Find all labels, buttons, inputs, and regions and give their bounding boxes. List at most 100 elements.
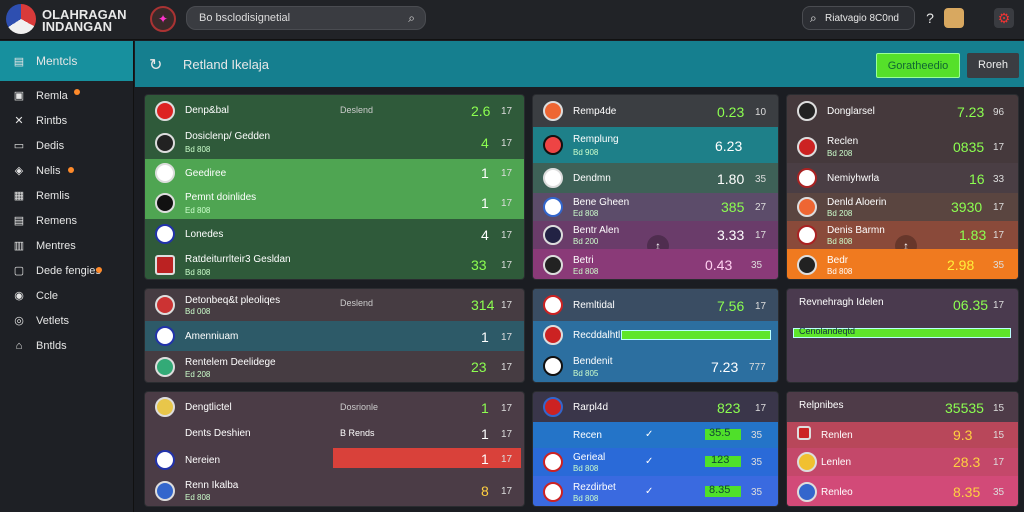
sidebar-item-dede-fengies[interactable]: ▢ Dede fengies bbox=[0, 258, 133, 283]
team-sub: Ed 808 bbox=[573, 267, 599, 276]
settings-icon[interactable]: ⚙ bbox=[994, 8, 1014, 28]
help-icon[interactable]: ? bbox=[926, 10, 934, 26]
team-crest-icon bbox=[155, 163, 175, 183]
score: 3.33 bbox=[717, 227, 745, 243]
sidebar-item-remens[interactable]: ▤ Remens bbox=[0, 208, 133, 233]
team-name: Renn Ikalba bbox=[185, 480, 239, 491]
club-badge-icon[interactable]: ✦ bbox=[150, 6, 176, 32]
team-crest-icon bbox=[543, 135, 563, 155]
score: 8.35 bbox=[953, 484, 981, 500]
team-sub: Bd 208 bbox=[827, 209, 853, 218]
primary-action-button[interactable]: Goratheedio bbox=[876, 53, 960, 78]
table-row[interactable]: Bendenit Bd 805 7.23 777 bbox=[533, 349, 778, 382]
table-row[interactable]: Pemnt doinlides Ed 808 1 17 bbox=[145, 187, 524, 219]
table-row[interactable]: Amenniuam 1 17 bbox=[145, 321, 524, 351]
table-row[interactable]: Nemiyhwrla 16 33 bbox=[787, 163, 1018, 193]
team-sub: Bd 808 bbox=[185, 145, 211, 154]
team-name: Lonedes bbox=[185, 229, 224, 240]
team-crest-icon bbox=[797, 137, 817, 157]
refresh-icon[interactable]: ↻ bbox=[149, 57, 163, 74]
value-chip bbox=[705, 486, 741, 497]
table-row[interactable]: Nereien 1 17 bbox=[145, 446, 524, 474]
match-panel-2: Remp4de 0.23 10 Remplung Bd 908 6.23 Den… bbox=[532, 94, 779, 280]
score: 7.56 bbox=[717, 298, 745, 314]
sidebar-item-vetlets[interactable]: ◎ Vetlets bbox=[0, 308, 133, 333]
match-count: 17 bbox=[501, 403, 513, 414]
team-name: Renlen bbox=[821, 430, 853, 441]
tools-icon: ✕ bbox=[14, 115, 24, 127]
table-row[interactable]: Bene Gheen Ed 808 385 27 bbox=[533, 193, 778, 221]
table-row[interactable]: Denp&bal Deslend 2.6 17 bbox=[145, 95, 524, 125]
search-input[interactable]: Bo bsclodisignetial ⌕ bbox=[186, 6, 426, 30]
table-row[interactable]: Betri Ed 808 0.43 35 bbox=[533, 249, 778, 279]
image-icon: ▭ bbox=[13, 140, 25, 152]
team-name: Rarpl4d bbox=[573, 402, 609, 413]
table-row[interactable]: Remplung Bd 908 6.23 bbox=[533, 127, 778, 163]
score: 33 bbox=[471, 257, 487, 273]
match-count: 17 bbox=[501, 429, 513, 440]
sidebar-item-bntlds[interactable]: ⌂ Bntlds bbox=[0, 333, 133, 358]
sidebar-item-mentcls[interactable]: ▤ Mentcls bbox=[0, 41, 133, 81]
table-row[interactable]: Rezdirbet Bd 808 ✓ 8.35 35 bbox=[533, 476, 778, 506]
match-count: 17 bbox=[501, 230, 513, 241]
table-row[interactable]: Renleo 8.35 35 bbox=[787, 476, 1018, 506]
app-logo[interactable] bbox=[6, 4, 36, 34]
table-row[interactable]: Recen ✓ 35.5 35 bbox=[533, 422, 778, 448]
table-row[interactable]: Donglarsel 7.23 96 bbox=[787, 95, 1018, 129]
sidebar-item-remlis[interactable]: ▦ Remlis bbox=[0, 183, 133, 208]
table-row[interactable]: Rentelem Deelidege Ed 208 23 17 bbox=[145, 351, 524, 382]
user-avatar[interactable] bbox=[944, 8, 964, 28]
table-row[interactable]: Denis Barmn Bd 808 ↕ 1.83 17 bbox=[787, 221, 1018, 257]
table-row[interactable]: Recddalhtl bbox=[533, 321, 778, 349]
sidebar-item-nelis[interactable]: ◈ Nelis bbox=[0, 158, 133, 183]
table-row[interactable]: Geediree 1 17 bbox=[145, 159, 524, 187]
table-row[interactable]: Dents Deshien B Rends 1 17 bbox=[145, 422, 524, 446]
table-row[interactable]: Gerieal Bd 808 ✓ 123 35 bbox=[533, 448, 778, 476]
table-row[interactable]: Bentr Alen Bd 200 ↕ 3.33 17 bbox=[533, 221, 778, 257]
secondary-action-button[interactable]: Roreh bbox=[967, 53, 1019, 78]
match-panel-5: Remltidal 7.56 17 Recddalhtl Bendenit Bd… bbox=[532, 288, 779, 383]
secondary-search-input[interactable]: ⌕ Riatvagio 8C0nd bbox=[802, 6, 915, 30]
progress-bar bbox=[621, 330, 771, 340]
team-crest-icon bbox=[155, 481, 175, 501]
sidebar-item-rintbs[interactable]: ✕ Rintbs bbox=[0, 108, 133, 133]
table-row[interactable]: Remp4de 0.23 10 bbox=[533, 95, 778, 127]
sidebar-item-mentres[interactable]: ▥ Mentres bbox=[0, 233, 133, 258]
table-row[interactable]: Relpnibes 35535 15 bbox=[787, 392, 1018, 422]
search-icon[interactable]: ⌕ bbox=[408, 11, 415, 25]
table-row[interactable]: Denld Aloerin Bd 208 3930 17 bbox=[787, 193, 1018, 221]
match-count: 35 bbox=[993, 260, 1005, 271]
sidebar-item-dedis[interactable]: ▭ Dedis bbox=[0, 133, 133, 158]
table-row[interactable]: Dosiclenp/ Gedden Bd 808 4 17 bbox=[145, 125, 524, 159]
table-row[interactable]: Remltidal 7.56 17 bbox=[533, 289, 778, 321]
team-name: Denld Aloerin bbox=[827, 197, 887, 208]
table-row[interactable]: Lonedes 4 17 bbox=[145, 219, 524, 249]
team-sub: Bd 808 bbox=[185, 268, 211, 277]
match-count: 17 bbox=[755, 403, 767, 414]
score: 9.3 bbox=[953, 427, 973, 443]
team-name: Reclen bbox=[827, 136, 859, 147]
table-row[interactable]: Ratdeiturrlteir3 Gesldan Bd 808 33 17 bbox=[145, 249, 524, 279]
score: 0835 bbox=[953, 139, 985, 155]
score: 385 bbox=[721, 199, 745, 215]
table-row[interactable]: Dendmn 1.80 35 bbox=[533, 163, 778, 193]
table-row[interactable]: Dengtlictel Dosrionle 1 17 bbox=[145, 392, 524, 422]
sidebar-item-ccle[interactable]: ◉ Ccle bbox=[0, 283, 133, 308]
table-row[interactable]: Detonbeq&t pleoliqes Bd 008 Deslend 314 … bbox=[145, 289, 524, 321]
table-row[interactable]: Renlen 9.3 15 bbox=[787, 422, 1018, 448]
sidebar-item-remla[interactable]: ▣ Remla bbox=[0, 83, 133, 108]
table-row[interactable]: Renn Ikalba Ed 808 8 17 bbox=[145, 474, 524, 506]
team-name: Dendmn bbox=[573, 173, 611, 184]
team-crest-icon bbox=[155, 101, 175, 121]
table-row[interactable]: Reclen Bd 208 0835 17 bbox=[787, 129, 1018, 163]
table-row[interactable]: Revnehragh Idelen 06.35 17 bbox=[787, 289, 1018, 319]
table-row[interactable]: Rarpl4d 823 17 bbox=[533, 392, 778, 422]
table-row[interactable]: Lenlen 28.3 17 bbox=[787, 448, 1018, 476]
table-row[interactable]: Cenolandeqtd bbox=[787, 321, 1018, 349]
highlight-bar bbox=[333, 448, 521, 468]
team-name: Pemnt doinlides bbox=[185, 192, 257, 203]
match-count: 17 bbox=[755, 301, 767, 312]
team-crest-icon bbox=[155, 295, 175, 315]
team-crest-icon bbox=[543, 168, 563, 188]
table-row[interactable]: Bedr Bd 808 2.98 35 bbox=[787, 249, 1018, 279]
